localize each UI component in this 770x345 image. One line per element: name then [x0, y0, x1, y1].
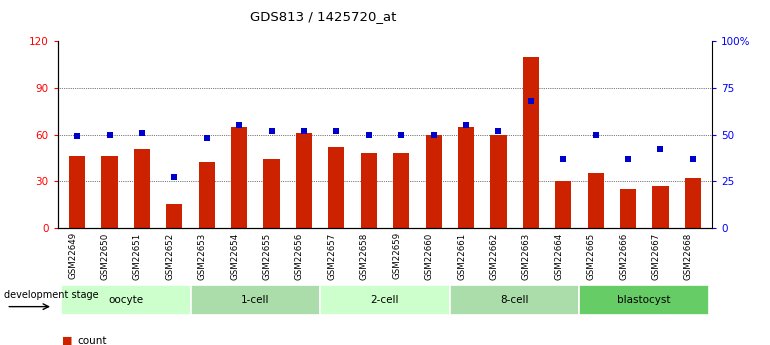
Point: [233, 122, 246, 128]
Text: blastocyst: blastocyst: [618, 295, 671, 305]
Bar: [490, 135, 507, 228]
Point: [363, 132, 375, 137]
Bar: [166, 204, 182, 228]
Bar: [263, 159, 280, 228]
Bar: [523, 57, 539, 228]
Text: development stage: development stage: [4, 290, 99, 300]
Text: GSM22662: GSM22662: [490, 232, 498, 279]
Bar: [579, 285, 709, 315]
Point: [330, 128, 343, 134]
Bar: [588, 173, 604, 228]
Text: oocyte: oocyte: [109, 295, 143, 305]
Point: [524, 98, 537, 104]
Bar: [199, 162, 215, 228]
Text: GSM22667: GSM22667: [651, 232, 661, 279]
Point: [654, 147, 667, 152]
Point: [71, 134, 83, 139]
Bar: [555, 181, 571, 228]
Point: [590, 132, 602, 137]
Bar: [652, 186, 668, 228]
Bar: [61, 285, 191, 315]
Text: GSM22665: GSM22665: [587, 232, 596, 279]
Point: [460, 122, 472, 128]
Bar: [620, 189, 636, 228]
Point: [427, 132, 440, 137]
Text: GSM22651: GSM22651: [133, 232, 142, 279]
Text: 1-cell: 1-cell: [241, 295, 270, 305]
Bar: [69, 156, 85, 228]
Bar: [191, 285, 320, 315]
Text: GSM22656: GSM22656: [295, 232, 304, 279]
Point: [298, 128, 310, 134]
Text: GSM22657: GSM22657: [327, 232, 336, 279]
Point: [622, 156, 634, 161]
Point: [492, 128, 504, 134]
Text: count: count: [77, 336, 106, 345]
Bar: [328, 147, 344, 228]
Bar: [685, 178, 701, 228]
Text: GDS813 / 1425720_at: GDS813 / 1425720_at: [250, 10, 397, 23]
Bar: [458, 127, 474, 228]
Text: GSM22664: GSM22664: [554, 232, 563, 279]
Point: [266, 128, 278, 134]
Text: 2-cell: 2-cell: [370, 295, 400, 305]
Text: ■: ■: [62, 336, 72, 345]
Text: GSM22659: GSM22659: [392, 232, 401, 279]
Text: GSM22663: GSM22663: [522, 232, 531, 279]
Bar: [102, 156, 118, 228]
Point: [168, 175, 180, 180]
Text: GSM22666: GSM22666: [619, 232, 628, 279]
Bar: [360, 153, 377, 228]
Text: GSM22654: GSM22654: [230, 232, 239, 279]
Bar: [393, 153, 410, 228]
Bar: [320, 285, 450, 315]
Point: [201, 136, 213, 141]
Text: GSM22658: GSM22658: [360, 232, 369, 279]
Text: GSM22652: GSM22652: [166, 232, 174, 279]
Bar: [231, 127, 247, 228]
Point: [103, 132, 116, 137]
Text: GSM22649: GSM22649: [69, 232, 77, 279]
Point: [687, 156, 699, 161]
Point: [395, 132, 407, 137]
Text: GSM22655: GSM22655: [263, 232, 272, 279]
Text: GSM22661: GSM22661: [457, 232, 466, 279]
Bar: [296, 133, 312, 228]
Point: [557, 156, 569, 161]
Bar: [134, 148, 150, 228]
Text: GSM22653: GSM22653: [198, 232, 207, 279]
Text: GSM22668: GSM22668: [684, 232, 693, 279]
Bar: [426, 135, 442, 228]
Text: 8-cell: 8-cell: [500, 295, 529, 305]
Text: GSM22650: GSM22650: [101, 232, 109, 279]
Text: GSM22660: GSM22660: [424, 232, 434, 279]
Bar: [450, 285, 579, 315]
Point: [136, 130, 148, 136]
